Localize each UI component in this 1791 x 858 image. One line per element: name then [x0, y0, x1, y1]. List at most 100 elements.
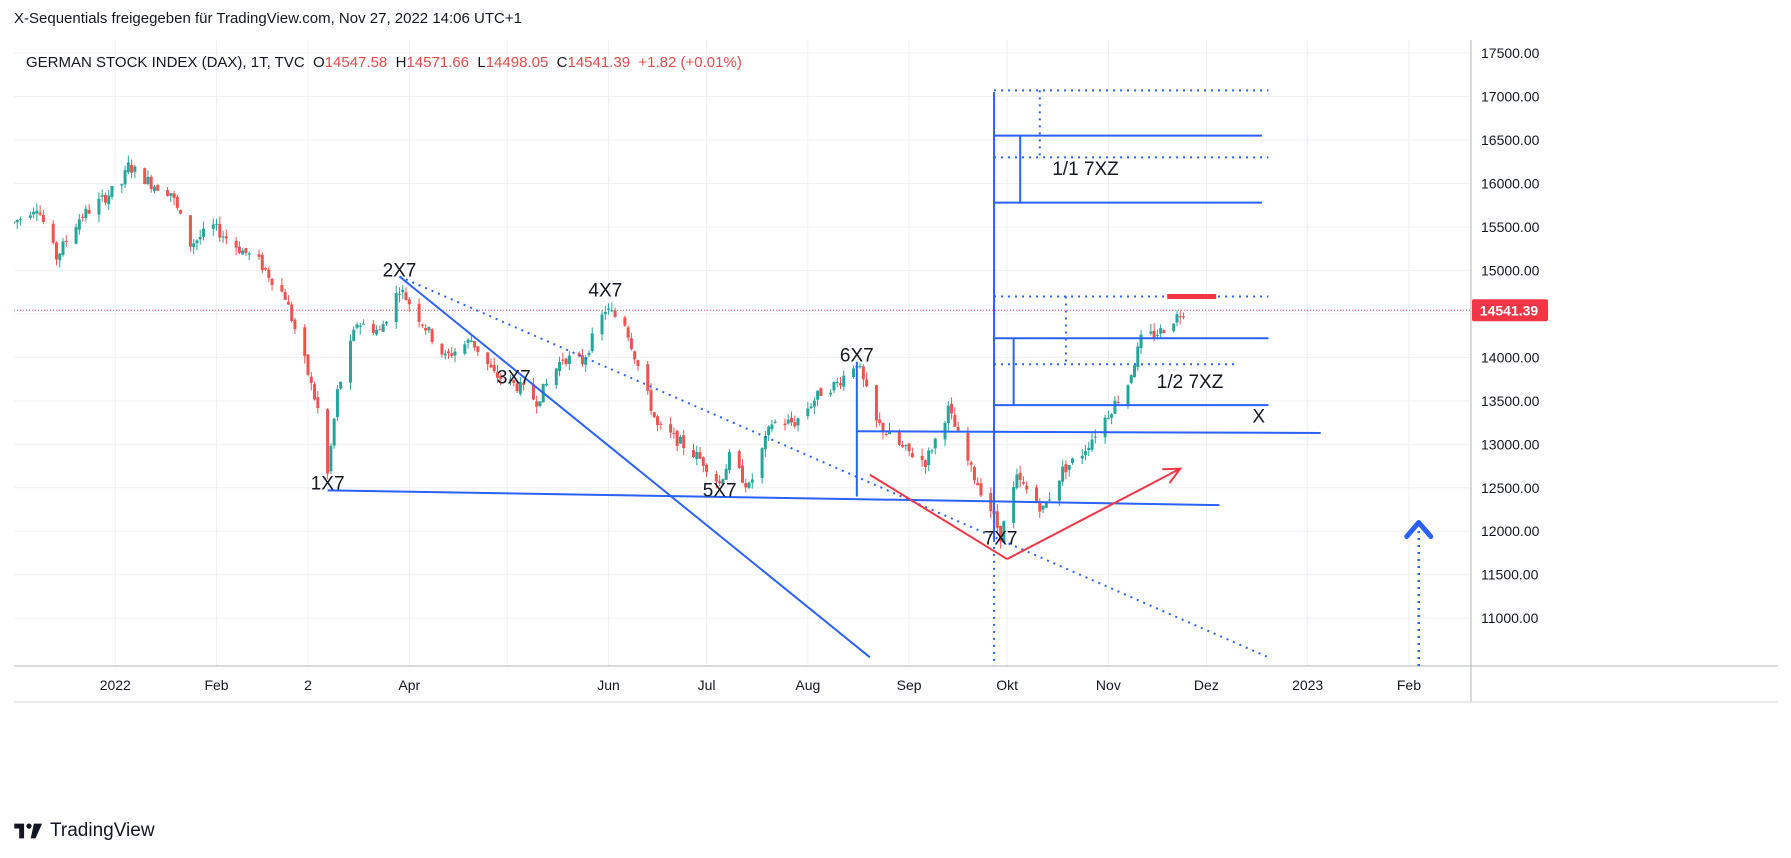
candle-body: [1149, 331, 1153, 334]
candle-body: [976, 482, 980, 486]
candle-body: [192, 243, 196, 248]
candle-body: [401, 289, 405, 293]
candle-body: [610, 310, 614, 312]
candle-body: [443, 353, 447, 356]
candle-body: [97, 198, 101, 215]
candle-body: [375, 329, 379, 335]
candle-body: [1172, 323, 1176, 332]
candle-body: [793, 422, 797, 427]
x-tick-label: 2023: [1292, 677, 1323, 693]
y-tick-label: 14000.00: [1481, 349, 1540, 365]
candle-body: [38, 212, 42, 215]
drawing-line: [869, 473, 1008, 560]
x-tick-label: Jul: [698, 677, 716, 693]
y-tick-label: 11500.00: [1481, 567, 1539, 583]
candle-body: [767, 426, 771, 436]
candle-body: [427, 327, 431, 331]
last-price-label: 14541.39: [1480, 302, 1539, 318]
candle-body: [509, 379, 513, 381]
candle-body: [852, 368, 856, 378]
tradingview-brand[interactable]: TradingView: [14, 820, 155, 842]
plot-background: [14, 40, 1471, 666]
candle-body: [1041, 505, 1045, 510]
candle-body: [19, 218, 23, 220]
wave-label: X: [1252, 407, 1265, 428]
candle-body: [790, 417, 794, 423]
candle-body: [179, 210, 183, 214]
candle-body: [809, 406, 813, 408]
legend-change: +1.82 (+0.01%): [638, 54, 742, 71]
chart-area[interactable]: 11000.00 11500.00 12000.00 12500.00 13000.00…: [14, 40, 1778, 806]
candle-body: [923, 460, 927, 467]
x-tick-label: Sep: [897, 677, 922, 693]
candle-body: [1133, 365, 1137, 378]
candle-body: [450, 353, 454, 357]
candle-body: [858, 366, 862, 368]
candle-body: [339, 381, 343, 389]
candle-body: [646, 364, 650, 391]
candle-body: [348, 340, 352, 383]
x-tick-label: 2: [304, 677, 312, 693]
candle-body: [486, 352, 490, 365]
candle-body: [564, 358, 568, 364]
candle-body: [381, 324, 385, 332]
candle-body: [1002, 521, 1006, 543]
x-tick-label: 2022: [100, 677, 131, 693]
candle-body: [904, 445, 908, 447]
candle-body: [32, 211, 36, 215]
candle-body: [744, 483, 748, 488]
candle-body: [290, 304, 294, 321]
legend-low-value: 14498.05: [485, 54, 549, 71]
candle-body: [750, 479, 754, 483]
candle-body: [603, 312, 607, 315]
y-tick-label: 11000.00: [1481, 610, 1539, 626]
y-tick-label: 16000.00: [1481, 175, 1540, 191]
candle-body: [956, 426, 960, 431]
candle-body: [786, 419, 790, 424]
candle-body: [829, 392, 833, 395]
candle-body: [476, 346, 480, 353]
last-price-tag: [1472, 299, 1548, 322]
candle-body: [953, 414, 957, 427]
candle-body: [1152, 330, 1156, 338]
candle-body: [453, 351, 457, 356]
candle-body: [714, 474, 718, 482]
wave-label: 2X7: [383, 260, 417, 281]
candle-body: [257, 254, 261, 257]
candle-body: [633, 351, 637, 360]
candle-body: [267, 269, 271, 278]
candle-body: [1035, 487, 1039, 503]
price-chart[interactable]: 11000.00 11500.00 12000.00 12500.00 13000.00…: [14, 40, 1778, 806]
candle-body: [28, 215, 32, 218]
wave-label: 1/2 7XZ: [1157, 372, 1224, 393]
candle-body: [211, 224, 215, 229]
candle-body: [326, 409, 330, 474]
candle-body: [629, 338, 633, 350]
wave-label: 6X7: [840, 346, 874, 367]
tradingview-wordmark: TradingView: [50, 820, 155, 841]
candle-body: [865, 379, 869, 387]
candle-body: [1080, 455, 1084, 459]
candle-body: [1136, 346, 1140, 368]
candle-body: [910, 453, 914, 458]
candle-body: [1110, 414, 1114, 418]
candle-body: [123, 170, 127, 185]
candle-body: [839, 383, 843, 386]
candle-body: [283, 291, 287, 300]
candle-body: [15, 220, 19, 223]
wave-label: 3X7: [497, 367, 531, 388]
candle-body: [156, 185, 160, 191]
candle-body: [1106, 417, 1110, 419]
candle-body: [672, 433, 676, 435]
candle-body: [420, 324, 424, 326]
candle-body: [77, 219, 81, 230]
candle-body: [927, 450, 931, 466]
candle-body: [724, 468, 728, 480]
candle-body: [430, 329, 434, 342]
candle-body: [930, 450, 934, 452]
candle-body: [81, 216, 85, 218]
candle-body: [1025, 485, 1029, 490]
candle-body: [221, 236, 225, 238]
candle-body: [718, 481, 722, 484]
candle-body: [783, 423, 787, 426]
